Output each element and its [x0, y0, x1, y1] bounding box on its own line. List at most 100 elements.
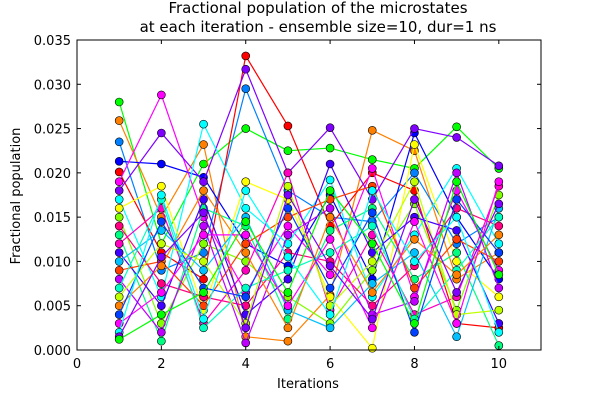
data-point [367, 314, 377, 324]
data-point [199, 248, 208, 257]
data-point [410, 124, 419, 133]
data-point [494, 292, 504, 302]
data-point [325, 186, 335, 195]
data-point [452, 332, 461, 342]
data-point [157, 301, 166, 311]
series-25 [114, 177, 504, 344]
data-point [241, 64, 251, 74]
data-point [452, 177, 461, 187]
data-point [452, 248, 461, 257]
data-point [241, 217, 251, 226]
data-point [283, 336, 293, 346]
data-point [199, 230, 208, 240]
data-point [241, 292, 251, 302]
data-point [410, 257, 419, 266]
data-point [157, 279, 166, 288]
data-point [367, 126, 377, 135]
data-point [367, 248, 377, 257]
data-point [199, 301, 208, 311]
data-point [494, 257, 504, 266]
data-point [410, 283, 419, 293]
data-point [325, 310, 335, 319]
x-tick-label: 4 [242, 357, 250, 372]
data-point [241, 177, 251, 187]
data-point [410, 140, 419, 149]
data-point [494, 212, 504, 222]
x-axis-ticks: 0 2 4 6 8 10 [73, 40, 507, 372]
data-point [114, 265, 124, 275]
data-point [410, 234, 419, 244]
data-point [114, 239, 124, 249]
series-line [118, 180, 500, 340]
data-point [114, 116, 124, 125]
series-line [118, 67, 500, 201]
data-point [199, 119, 208, 129]
data-point [452, 234, 461, 244]
data-point [283, 146, 293, 156]
series-line [118, 193, 500, 337]
data-point [452, 133, 461, 142]
data-point [325, 212, 335, 222]
data-point [452, 226, 461, 235]
data-point [199, 186, 208, 195]
data-point [283, 168, 293, 178]
chart-title-line-2: at each iteration - ensemble size=10, du… [140, 18, 497, 36]
data-point [157, 239, 166, 249]
data-point [283, 252, 293, 262]
data-point [367, 265, 377, 275]
series-5 [114, 51, 504, 333]
chart-title-line-1: Fractional population of the microstates [168, 0, 467, 17]
data-point [114, 221, 124, 231]
y-tick-label: 0.015 [34, 211, 71, 226]
data-point [241, 239, 251, 249]
data-point [325, 123, 335, 132]
data-point [367, 155, 377, 164]
data-point [452, 168, 461, 178]
data-point [283, 181, 293, 191]
series-line [118, 181, 500, 330]
data-point [494, 305, 504, 315]
x-tick-label: 0 [73, 357, 81, 372]
data-point [114, 310, 124, 319]
data-point [199, 221, 208, 231]
data-point [241, 248, 251, 257]
data-point [199, 159, 208, 169]
data-point [114, 137, 124, 147]
data-point [114, 157, 124, 166]
x-tick-label: 8 [410, 357, 418, 372]
series-21 [114, 195, 504, 337]
data-point [199, 208, 208, 218]
data-point [114, 257, 124, 266]
data-point [157, 159, 166, 169]
y-tick-label: 0.005 [34, 300, 71, 315]
data-point [494, 230, 504, 240]
data-point [114, 195, 124, 204]
y-tick-label: 0.025 [34, 123, 71, 138]
data-point [114, 177, 124, 187]
data-point [367, 257, 377, 266]
data-point [199, 323, 208, 333]
data-point [452, 122, 461, 132]
data-point [114, 186, 124, 195]
data-point [283, 265, 293, 275]
series-line [119, 185, 500, 307]
data-point [157, 128, 166, 138]
data-point [199, 257, 208, 266]
data-point [494, 199, 504, 209]
series-line [118, 93, 500, 299]
data-point [157, 327, 166, 337]
chart-title: Fractional population of the microstates… [140, 0, 497, 36]
data-point [114, 292, 124, 302]
data-point [241, 338, 251, 348]
series-line [118, 101, 500, 246]
data-point [114, 212, 124, 222]
data-point [199, 195, 208, 204]
x-tick-label: 2 [157, 357, 165, 372]
data-point [325, 248, 335, 257]
data-point [367, 164, 377, 173]
data-point [325, 159, 335, 169]
data-point [452, 319, 461, 328]
x-tick-label: 6 [326, 357, 334, 372]
